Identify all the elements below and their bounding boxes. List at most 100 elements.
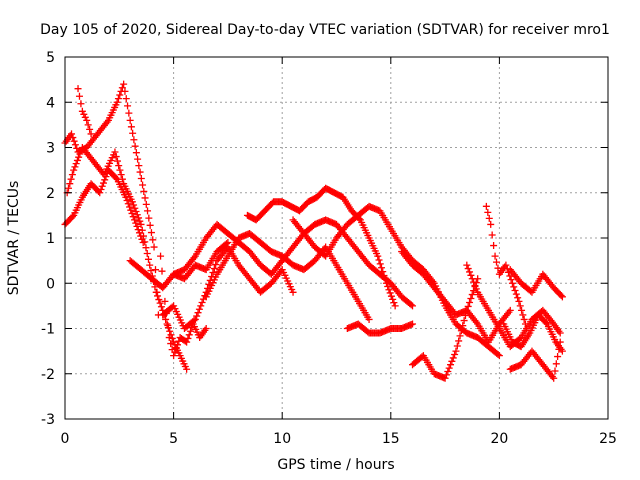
data-point [468, 275, 476, 283]
data-point [389, 295, 397, 303]
data-point [380, 271, 388, 279]
series-sat-track-l [343, 320, 417, 337]
data-point [64, 184, 72, 192]
data-point [72, 160, 80, 168]
data-point [98, 182, 106, 190]
data-point [154, 292, 162, 300]
data-point [134, 155, 142, 163]
data-point [197, 302, 205, 310]
data-point [73, 156, 81, 164]
data-point [113, 157, 121, 165]
data-point [407, 301, 415, 309]
data-points [61, 80, 566, 382]
chart-title: Day 105 of 2020, Sidereal Day-to-day VTE… [40, 22, 610, 38]
data-point [376, 260, 384, 268]
data-point [466, 268, 474, 276]
data-point [121, 87, 129, 95]
data-point [102, 173, 110, 181]
data-point [171, 348, 179, 356]
data-point [132, 207, 140, 215]
data-point [71, 163, 79, 171]
data-point [124, 102, 132, 110]
data-point [502, 261, 510, 269]
y-axis-ticks: -3 -2 -1 0 1 2 3 4 5 [41, 50, 608, 428]
data-point [67, 175, 75, 183]
series-sat-track-b [63, 144, 191, 373]
data-point [130, 136, 138, 144]
data-point [69, 134, 77, 142]
data-point [139, 181, 147, 189]
y-tick-label: 1 [46, 231, 55, 247]
data-point [127, 206, 135, 214]
data-point [508, 279, 516, 287]
data-point [156, 299, 164, 307]
data-point [442, 371, 450, 379]
data-point [147, 229, 155, 237]
data-point [461, 311, 469, 319]
data-point [556, 329, 564, 337]
x-tick-label: 25 [599, 431, 617, 447]
series-sat-track-h [170, 216, 417, 310]
data-point [441, 374, 449, 382]
data-point [161, 297, 169, 305]
data-point [487, 220, 495, 228]
x-tick-label: 0 [61, 431, 70, 447]
data-point [491, 252, 499, 260]
data-point [145, 214, 153, 222]
data-point [464, 265, 472, 273]
data-point [137, 175, 145, 183]
data-point [210, 265, 218, 273]
data-point [519, 311, 527, 319]
data-point [172, 344, 180, 352]
data-point [183, 338, 191, 346]
series-sat-track-k [289, 202, 503, 360]
data-point [448, 357, 456, 365]
data-point [124, 200, 132, 208]
data-point [464, 302, 472, 310]
data-point [558, 293, 566, 301]
data-point [162, 315, 170, 323]
data-point [459, 322, 467, 330]
data-point [142, 200, 150, 208]
data-point [158, 267, 166, 275]
data-point [512, 290, 520, 298]
data-point [515, 297, 523, 305]
data-point [452, 347, 460, 355]
data-point [212, 261, 220, 269]
data-point [133, 222, 141, 230]
data-point [555, 345, 563, 353]
data-point [174, 341, 182, 349]
data-point [482, 202, 490, 210]
data-point [111, 148, 119, 156]
y-tick-label: -1 [41, 322, 55, 338]
data-point [142, 244, 150, 252]
data-point [185, 331, 193, 339]
data-point [81, 113, 89, 121]
data-point [385, 286, 393, 294]
data-point [75, 92, 83, 100]
data-point [135, 214, 143, 222]
data-point [289, 288, 297, 296]
data-point [157, 303, 165, 311]
data-point [123, 197, 131, 205]
data-point [490, 242, 498, 250]
data-point [83, 116, 91, 124]
data-point [76, 150, 84, 158]
data-point [136, 168, 144, 176]
data-point [520, 315, 528, 323]
data-point [198, 298, 206, 306]
data-point [409, 302, 417, 310]
data-point [379, 268, 387, 276]
data-point [101, 176, 109, 184]
data-point [391, 302, 399, 310]
data-point [127, 123, 135, 131]
series-sat-track-c [61, 166, 147, 247]
data-point [68, 130, 76, 138]
data-point [116, 166, 124, 174]
data-point [115, 162, 123, 170]
y-tick-label: -3 [41, 412, 55, 428]
data-point [163, 320, 171, 328]
data-point [141, 194, 149, 202]
data-point [494, 351, 502, 359]
